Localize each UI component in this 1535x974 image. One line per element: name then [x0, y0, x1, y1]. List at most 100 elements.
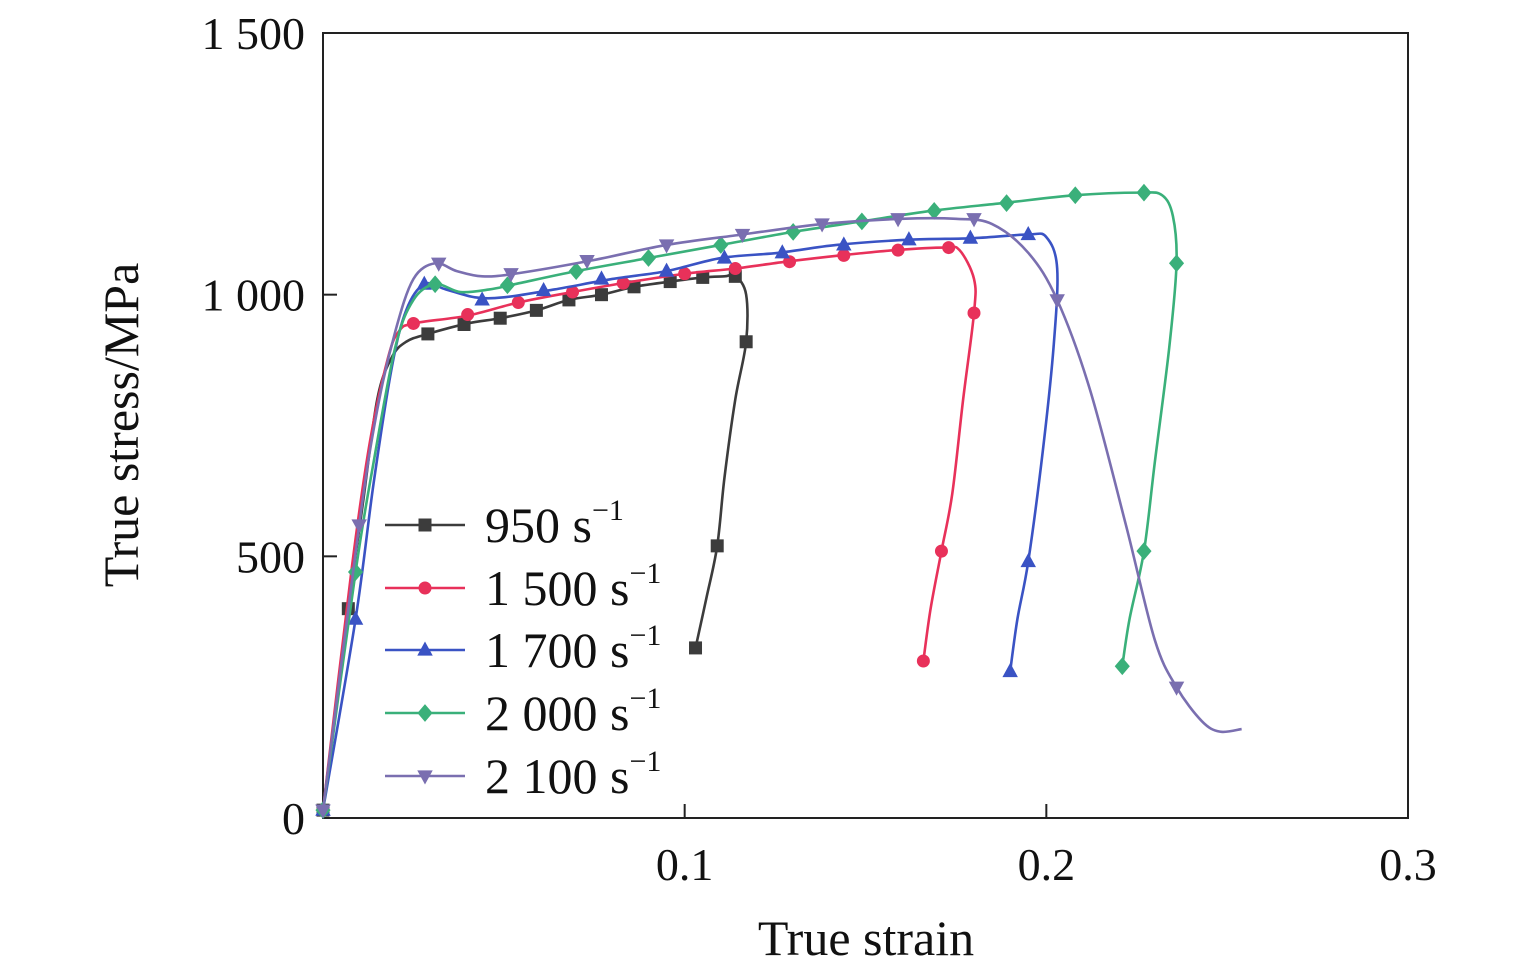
data-point: [783, 255, 797, 269]
legend-label: 1 500 s−1: [485, 557, 661, 616]
data-point: [814, 218, 830, 233]
legend-label-superscript: −1: [629, 557, 661, 590]
data-point: [1136, 183, 1152, 202]
data-point: [689, 641, 703, 655]
y-tick-label: 500: [236, 531, 305, 582]
data-point: [710, 539, 724, 553]
data-point: [774, 244, 791, 259]
data-point: [962, 229, 979, 244]
data-point: [593, 270, 610, 285]
data-point: [678, 267, 692, 281]
legend-label-text: 950 s: [485, 497, 592, 553]
y-tick-label: 1 500: [202, 8, 306, 59]
legend-item: 950 s−1: [385, 494, 624, 553]
plot-frame: [322, 32, 1409, 819]
data-point: [427, 275, 443, 294]
y-tick-label: 0: [282, 793, 305, 844]
legend-item: 2 100 s−1: [385, 745, 661, 804]
data-point: [529, 303, 543, 317]
data-point: [351, 519, 367, 534]
x-tick-label: 0.2: [1018, 839, 1076, 890]
series-3: [315, 183, 1185, 820]
series-4: [315, 213, 1242, 819]
data-point: [640, 249, 657, 267]
legend-item: 1 500 s−1: [385, 557, 661, 616]
data-point: [347, 563, 364, 581]
data-point: [1020, 225, 1036, 241]
legend-label-text: 2 000 s: [485, 685, 629, 741]
legend-marker: [417, 704, 433, 722]
data-point: [1114, 657, 1130, 676]
x-tick-label: 0.3: [1379, 839, 1437, 890]
legend-label-text: 1 700 s: [485, 622, 629, 678]
data-point: [916, 654, 930, 668]
legend-item: 2 000 s−1: [385, 682, 661, 741]
data-point: [1020, 553, 1036, 568]
data-point: [658, 239, 675, 254]
data-point: [493, 311, 507, 325]
data-point: [658, 262, 675, 277]
legend-marker: [418, 581, 432, 595]
data-point: [942, 241, 956, 255]
data-point: [891, 243, 905, 257]
legend-label-text: 2 100 s: [485, 748, 629, 804]
y-tick-label: 1 000: [202, 270, 306, 321]
data-point: [421, 327, 435, 341]
data-point: [1002, 662, 1018, 678]
data-point: [1049, 294, 1065, 309]
data-point: [511, 296, 525, 310]
data-point: [926, 202, 942, 220]
legend-label-superscript: −1: [629, 745, 661, 778]
series-1: [316, 241, 981, 817]
data-point: [461, 308, 475, 322]
legend: 950 s−11 500 s−11 700 s−12 000 s−12 100 …: [385, 494, 661, 804]
y-axis-label: True stress/MPa: [93, 263, 149, 588]
data-point: [734, 228, 751, 244]
data-point: [579, 255, 595, 270]
data-point: [901, 231, 917, 246]
data-point: [934, 544, 948, 558]
data-point: [1168, 254, 1185, 273]
legend-label-text: 1 500 s: [485, 560, 629, 616]
data-point: [1168, 681, 1185, 696]
data-point: [568, 262, 584, 280]
legend-label: 2 000 s−1: [485, 682, 661, 741]
legend-label-superscript: −1: [629, 682, 661, 715]
data-point: [728, 262, 742, 275]
data-point: [837, 248, 851, 262]
legend-marker: [417, 770, 433, 785]
data-point: [594, 288, 608, 302]
legend-label: 1 700 s−1: [485, 619, 661, 678]
x-tick-label: 0.1: [656, 839, 714, 890]
data-point: [836, 236, 852, 251]
series-line: [321, 216, 1242, 811]
legend-item: 1 700 s−1: [385, 619, 661, 678]
legend-marker: [417, 641, 433, 656]
data-point: [315, 804, 331, 819]
x-axis-label: True strain: [758, 910, 974, 966]
legend-label: 950 s−1: [485, 494, 624, 553]
data-point: [347, 610, 364, 625]
data-point: [739, 335, 753, 349]
data-point: [890, 213, 906, 228]
data-point: [1067, 186, 1083, 205]
axis-ticks: 0.1 0.2 0.3 0 500 1 000 1 500: [202, 8, 1437, 890]
series-line: [321, 191, 1178, 811]
data-point: [998, 194, 1015, 212]
data-point: [430, 257, 447, 272]
data-point: [966, 213, 982, 228]
legend-label-superscript: −1: [592, 494, 624, 527]
data-point: [535, 281, 552, 297]
legend-label-superscript: −1: [629, 619, 661, 652]
data-point: [716, 249, 733, 264]
legend-label: 2 100 s−1: [485, 745, 661, 804]
series-layer: [315, 183, 1242, 820]
data-point: [503, 268, 519, 283]
data-point: [474, 291, 490, 306]
legend-marker: [418, 518, 432, 532]
data-point: [967, 306, 981, 320]
data-point: [1136, 542, 1152, 560]
data-point: [406, 316, 420, 330]
data-point: [713, 236, 729, 254]
